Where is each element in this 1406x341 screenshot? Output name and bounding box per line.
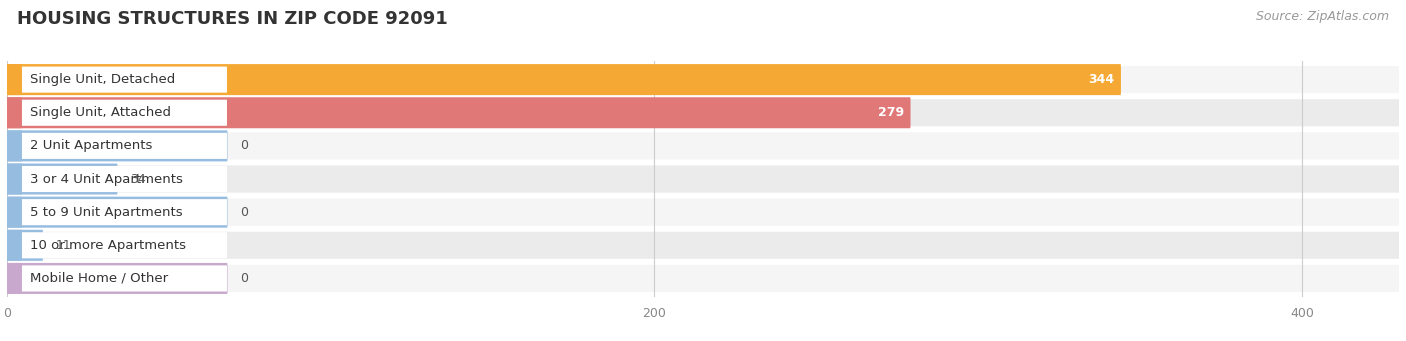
Text: 2 Unit Apartments: 2 Unit Apartments bbox=[30, 139, 152, 152]
FancyBboxPatch shape bbox=[7, 164, 118, 194]
FancyBboxPatch shape bbox=[7, 164, 22, 194]
Text: Source: ZipAtlas.com: Source: ZipAtlas.com bbox=[1256, 10, 1389, 23]
FancyBboxPatch shape bbox=[7, 99, 1399, 126]
Text: Single Unit, Detached: Single Unit, Detached bbox=[30, 73, 174, 86]
FancyBboxPatch shape bbox=[7, 265, 1399, 292]
FancyBboxPatch shape bbox=[7, 97, 22, 128]
FancyBboxPatch shape bbox=[7, 64, 1121, 95]
Text: 0: 0 bbox=[240, 206, 247, 219]
Text: 0: 0 bbox=[240, 272, 247, 285]
FancyBboxPatch shape bbox=[7, 97, 911, 128]
Text: 34: 34 bbox=[129, 173, 146, 186]
FancyBboxPatch shape bbox=[7, 66, 226, 93]
FancyBboxPatch shape bbox=[7, 132, 1399, 160]
FancyBboxPatch shape bbox=[7, 66, 1399, 93]
FancyBboxPatch shape bbox=[7, 100, 226, 126]
Text: 0: 0 bbox=[240, 139, 247, 152]
Text: Mobile Home / Other: Mobile Home / Other bbox=[30, 272, 167, 285]
FancyBboxPatch shape bbox=[7, 199, 226, 225]
FancyBboxPatch shape bbox=[7, 64, 22, 95]
FancyBboxPatch shape bbox=[7, 263, 22, 294]
Text: 279: 279 bbox=[877, 106, 904, 119]
Text: 5 to 9 Unit Apartments: 5 to 9 Unit Apartments bbox=[30, 206, 183, 219]
FancyBboxPatch shape bbox=[7, 165, 1399, 193]
Text: 10 or more Apartments: 10 or more Apartments bbox=[30, 239, 186, 252]
FancyBboxPatch shape bbox=[7, 232, 1399, 259]
Text: 3 or 4 Unit Apartments: 3 or 4 Unit Apartments bbox=[30, 173, 183, 186]
Text: Single Unit, Attached: Single Unit, Attached bbox=[30, 106, 170, 119]
FancyBboxPatch shape bbox=[7, 265, 226, 292]
FancyBboxPatch shape bbox=[7, 230, 22, 261]
Text: HOUSING STRUCTURES IN ZIP CODE 92091: HOUSING STRUCTURES IN ZIP CODE 92091 bbox=[17, 10, 447, 28]
FancyBboxPatch shape bbox=[7, 232, 226, 258]
FancyBboxPatch shape bbox=[7, 197, 228, 228]
FancyBboxPatch shape bbox=[7, 197, 22, 228]
FancyBboxPatch shape bbox=[7, 198, 1399, 226]
Text: 344: 344 bbox=[1088, 73, 1114, 86]
FancyBboxPatch shape bbox=[7, 230, 44, 261]
FancyBboxPatch shape bbox=[7, 263, 228, 294]
FancyBboxPatch shape bbox=[7, 130, 22, 161]
FancyBboxPatch shape bbox=[7, 166, 226, 192]
FancyBboxPatch shape bbox=[7, 130, 228, 161]
FancyBboxPatch shape bbox=[7, 133, 226, 159]
Text: 11: 11 bbox=[56, 239, 72, 252]
